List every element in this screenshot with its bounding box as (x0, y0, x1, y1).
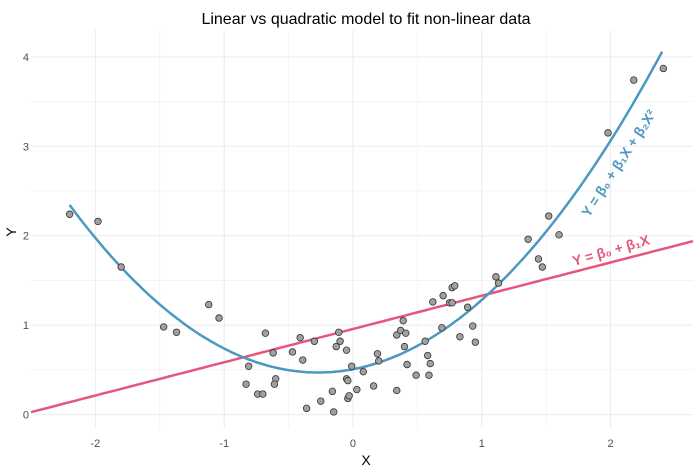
data-point (538, 263, 547, 271)
data-point (329, 408, 338, 416)
data-point (261, 329, 270, 337)
data-point (659, 64, 668, 73)
data-point (296, 333, 304, 342)
data-point (244, 362, 253, 370)
data-point (399, 316, 407, 325)
data-point (215, 314, 223, 322)
data-point (438, 324, 446, 332)
y-tick-label: 1 (23, 320, 29, 332)
data-point (342, 346, 351, 354)
data-point (471, 338, 480, 346)
y-tick-label: 0 (23, 410, 29, 422)
data-point (456, 333, 464, 341)
data-point (270, 380, 279, 388)
y-axis-title: Y (3, 227, 19, 237)
data-point (328, 387, 337, 396)
data-point (375, 357, 383, 365)
x-tick-label: -1 (219, 438, 229, 450)
data-point (425, 371, 433, 379)
data-point (117, 263, 125, 271)
y-axis-ticks: 0 1 2 3 4 (23, 52, 29, 422)
data-point (463, 303, 472, 311)
x-tick-label: 2 (608, 438, 614, 450)
data-point (429, 298, 437, 306)
data-point (159, 323, 168, 331)
data-point (439, 291, 447, 300)
data-point (369, 382, 378, 390)
data-point (421, 337, 429, 345)
data-point (403, 360, 411, 369)
data-point (288, 348, 297, 356)
data-point (412, 371, 420, 379)
data-point (630, 76, 638, 84)
data-point (393, 386, 401, 395)
y-tick-label: 3 (23, 141, 29, 153)
data-points (65, 64, 668, 416)
data-point (335, 328, 343, 337)
data-point (65, 210, 74, 218)
y-tick-label: 2 (23, 231, 29, 243)
data-point (353, 385, 361, 394)
data-point (259, 390, 267, 398)
linear-fit-line (30, 239, 694, 414)
data-point (172, 328, 181, 337)
data-point (317, 397, 325, 405)
chart-title: Linear vs quadratic model to fit non-lin… (201, 11, 530, 28)
data-point (302, 404, 311, 413)
data-point (242, 380, 250, 388)
data-point (345, 392, 353, 400)
x-tick-label: 1 (479, 438, 485, 450)
data-point (494, 279, 503, 287)
data-point (347, 362, 356, 370)
data-point (336, 337, 344, 345)
data-point (426, 359, 434, 368)
data-point (524, 235, 532, 243)
data-point (359, 367, 367, 376)
data-point (269, 349, 277, 357)
x-tick-label: 0 (350, 438, 356, 450)
data-point (402, 329, 410, 337)
x-axis-title: X (361, 452, 371, 468)
x-axis-ticks: -2 -1 0 1 2 (91, 438, 614, 450)
data-point (332, 342, 340, 351)
data-point (448, 299, 456, 307)
data-point (373, 350, 382, 358)
data-point (423, 351, 432, 360)
gridlines (31, 30, 693, 428)
data-point (94, 217, 102, 226)
data-point (205, 300, 213, 309)
data-point (310, 337, 319, 345)
data-point (469, 322, 477, 330)
data-point (534, 255, 543, 263)
data-point (299, 356, 307, 364)
data-point (492, 273, 500, 281)
y-tick-label: 4 (23, 52, 29, 64)
quadratic-fit-line (68, 51, 664, 374)
data-point (344, 376, 352, 385)
data-point (604, 129, 612, 137)
data-point (555, 231, 563, 239)
fit-lines (30, 51, 694, 414)
x-tick-label: -2 (91, 438, 101, 450)
data-point (545, 212, 553, 220)
data-point (400, 342, 409, 351)
data-point (451, 282, 459, 290)
quadratic-equation-label: Y = β₀ + β₁X + β₂X² (578, 106, 659, 219)
